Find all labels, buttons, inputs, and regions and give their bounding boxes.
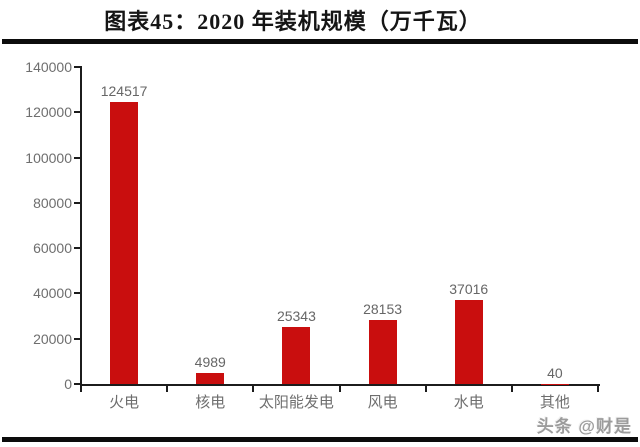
y-axis-tick: [74, 337, 81, 340]
bar-value-label: 40: [547, 364, 563, 381]
watermark-toutiao: 头条 @财是: [536, 417, 632, 436]
x-axis-tick: [510, 385, 513, 392]
bar-value-label: 124517: [100, 83, 148, 100]
bar-value-label: 25343: [276, 307, 316, 324]
x-axis-tick: [80, 385, 82, 392]
bar-2: [282, 326, 311, 384]
bar-3: [368, 320, 397, 384]
x-category-label: 水电: [453, 395, 484, 411]
x-axis-tick: [338, 385, 341, 392]
y-axis-label: 140000: [25, 59, 72, 75]
x-axis-tick: [252, 385, 255, 392]
y-axis-label: 120000: [25, 104, 72, 121]
y-axis-tick: [74, 201, 81, 204]
y-axis-label: 100000: [25, 149, 72, 166]
top-divider-rule: [2, 39, 638, 44]
y-axis-label: 20000: [33, 330, 72, 347]
x-category-label: 其他: [539, 395, 570, 411]
y-axis-label: 60000: [33, 240, 72, 257]
bar-value-label: 4989: [194, 353, 226, 370]
bar-value-label: 28153: [363, 301, 403, 318]
y-axis-line: [80, 66, 82, 387]
chart-title: 图表45：2020 年装机规模（万千瓦）: [104, 9, 482, 34]
y-axis-tick: [74, 292, 81, 295]
x-axis-tick: [597, 385, 599, 392]
y-axis-label: 40000: [33, 285, 72, 302]
x-category-label: 核电: [195, 395, 226, 411]
bar-4: [454, 300, 483, 384]
bar-0: [110, 102, 139, 384]
y-axis-tick: [74, 247, 81, 250]
bar-value-label: 37016: [449, 281, 489, 298]
y-axis-tick: [74, 66, 81, 68]
x-category-label: 太阳能发电: [258, 395, 334, 411]
x-axis-tick: [166, 385, 169, 392]
y-axis-label: 80000: [33, 194, 72, 211]
y-axis-tick: [74, 156, 81, 159]
x-category-label: 火电: [109, 395, 140, 411]
x-axis-tick: [424, 385, 427, 392]
y-axis-label: 0: [64, 376, 72, 392]
y-axis-tick: [74, 383, 81, 385]
y-axis-tick: [74, 111, 81, 114]
bottom-divider-rule: [2, 437, 638, 442]
x-category-label: 风电: [367, 395, 398, 411]
bar-1: [196, 372, 225, 384]
